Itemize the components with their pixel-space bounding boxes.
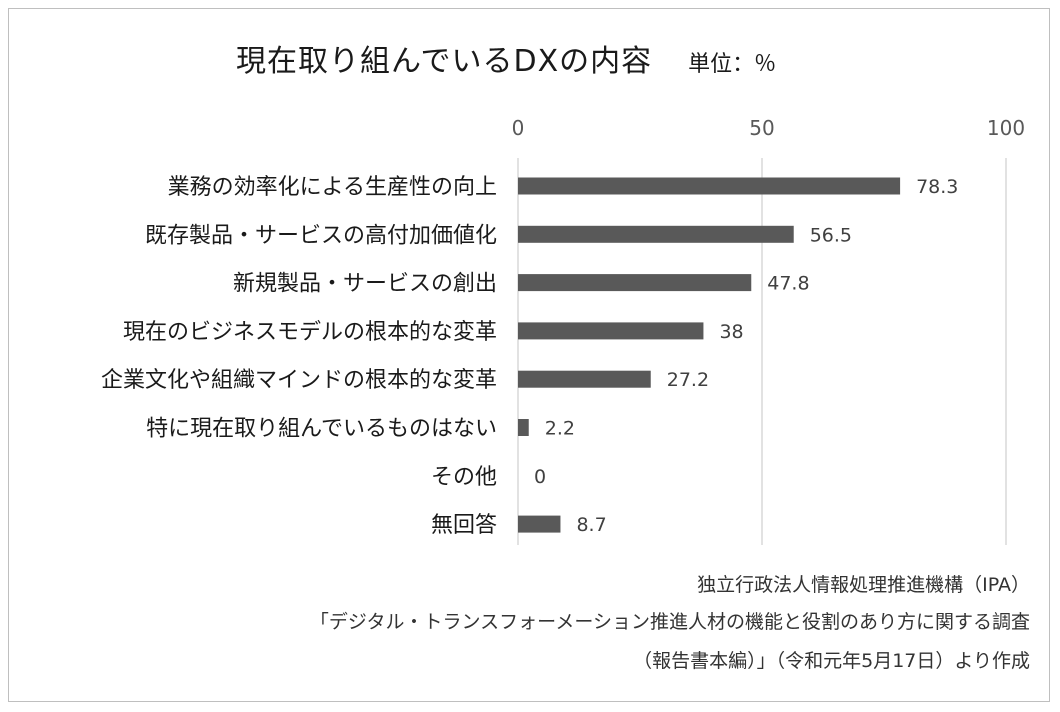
x-tick-label-50: 50 — [749, 116, 774, 140]
chart-title-row: 現在取り組んでいるDXの内容 単位：％ — [236, 36, 776, 80]
category-label-6: その他 — [431, 465, 497, 490]
x-tick-label-100: 100 — [987, 116, 1025, 140]
category-label-1: 既存製品・サービスの高付加価値化 — [145, 223, 497, 248]
bar-2 — [518, 274, 752, 292]
bar-4 — [518, 370, 651, 388]
bar-3 — [518, 322, 704, 340]
data-label-5: 2.2 — [545, 418, 575, 440]
x-tick-label-0: 0 — [512, 116, 525, 140]
category-label-0: 業務の効率化による生産性の向上 — [168, 175, 497, 200]
data-label-4: 27.2 — [667, 369, 709, 391]
bar-7 — [518, 515, 561, 533]
category-label-5: 特に現在取り組んでいるものはない — [146, 417, 497, 442]
source-line-1: 独立行政法人情報処理推進機構（IPA） — [697, 574, 1030, 596]
data-label-1: 56.5 — [810, 224, 852, 246]
data-label-0: 78.3 — [916, 176, 958, 198]
chart-frame — [8, 8, 1050, 702]
bar-0 — [518, 177, 901, 195]
category-label-2: 新規製品・サービスの創出 — [233, 272, 497, 297]
bar-5 — [518, 419, 529, 436]
unit-label: 単位：％ — [688, 52, 777, 77]
category-label-7: 無回答 — [431, 513, 497, 538]
source-line-3: （報告書本編）」（令和元年5月17日）より作成 — [633, 650, 1030, 672]
source-line-2: 「デジタル・トランスフォーメーション推進人材の機能と役割のあり方に関する調査 — [309, 611, 1030, 633]
data-label-7: 8.7 — [576, 514, 606, 536]
data-label-6: 0 — [534, 466, 546, 488]
data-label-3: 38 — [719, 321, 743, 343]
data-label-2: 47.8 — [767, 273, 809, 295]
bar-1 — [518, 225, 794, 243]
category-label-4: 企業文化や組織マインドの根本的な変革 — [101, 368, 497, 393]
category-label-3: 現在のビジネスモデルの根本的な変革 — [123, 320, 497, 345]
chart-title: 現在取り組んでいるDXの内容 — [236, 44, 653, 79]
